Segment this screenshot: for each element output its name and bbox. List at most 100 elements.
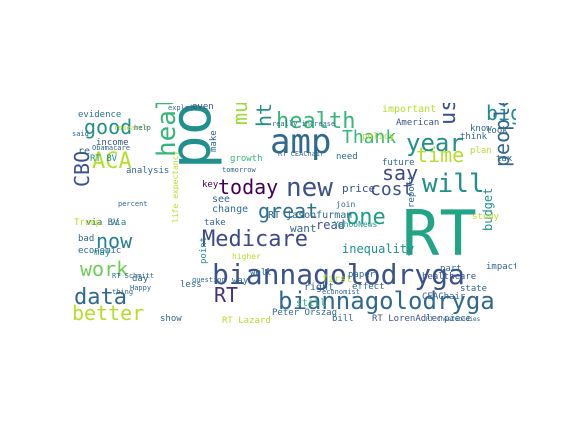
cloud-word: want xyxy=(290,222,317,235)
cloud-word: key xyxy=(202,180,219,190)
cloud-word: us xyxy=(436,103,461,125)
cloud-word: may xyxy=(94,248,111,258)
cloud-word: policy xyxy=(362,132,395,142)
cloud-word: via BV xyxy=(86,218,119,228)
cloud-word: impact xyxy=(486,262,516,272)
cloud-word: report xyxy=(407,175,417,208)
cloud-word: better xyxy=(72,301,145,325)
cloud-word: good xyxy=(84,115,133,139)
cloud-word: look xyxy=(486,126,508,136)
cloud-word: first xyxy=(322,274,353,285)
cloud-word: still xyxy=(296,298,327,309)
cloud-word: Thank xyxy=(342,127,397,148)
cloud-word: paper xyxy=(348,270,376,280)
cloud-word: big xyxy=(486,103,516,125)
cloud-word: RT CEAChair xyxy=(278,150,325,158)
cloud-word: time xyxy=(416,143,465,167)
cloud-word: join xyxy=(336,200,356,209)
cloud-word: right xyxy=(304,282,335,293)
cloud-word: today xyxy=(218,175,279,199)
cloud-word: Happy xyxy=(130,284,152,292)
cloud-word: even xyxy=(192,103,214,112)
cloud-word: biannagolodryga xyxy=(212,258,465,291)
cloud-word: RT xyxy=(402,197,477,270)
cloud-word: year xyxy=(406,129,464,157)
cloud-word: economist xyxy=(322,288,360,296)
cloud-word: RT xyxy=(214,283,239,307)
cloud-word: biannagolodryga xyxy=(278,287,495,315)
cloud-word: income xyxy=(96,138,129,148)
cloud-word: research xyxy=(114,124,148,132)
cloud-word: Peter Orszag xyxy=(272,308,338,318)
cloud-word: less xyxy=(180,280,202,290)
cloud-word: change xyxy=(212,204,249,215)
cloud-word: way xyxy=(232,276,249,286)
cloud-word: bad xyxy=(78,234,95,244)
cloud-word: YahooNews xyxy=(334,220,378,229)
cloud-word: tomorrow xyxy=(222,166,256,174)
cloud-word: effect xyxy=(352,282,385,292)
cloud-word: analysis xyxy=(126,166,170,176)
cloud-word: via xyxy=(110,218,127,228)
cloud-word: make xyxy=(209,130,219,152)
cloud-word: take xyxy=(204,218,226,228)
cloud-word: future xyxy=(382,158,415,168)
cloud-word: life expectancy xyxy=(171,150,180,223)
cloud-word: RT CheafGoodies xyxy=(426,316,481,323)
cloud-word: percent xyxy=(118,200,148,208)
cloud-word: https xyxy=(252,103,276,127)
cloud-word: RT LorenAdler xyxy=(372,314,443,324)
cloud-word: RT Lazard xyxy=(222,316,271,326)
cloud-word: day xyxy=(132,274,149,284)
cloud-word: growth xyxy=(230,154,263,164)
cloud-word: new xyxy=(286,173,333,203)
cloud-word: amp xyxy=(270,122,332,162)
cloud-word: healthcare xyxy=(422,272,477,282)
cloud-word: part xyxy=(440,264,462,274)
cloud-word: cost xyxy=(370,179,414,200)
cloud-word: said xyxy=(72,130,89,138)
cloud-word: ACA xyxy=(92,149,132,174)
cloud-word: read xyxy=(316,218,345,232)
cloud-word: say xyxy=(382,161,419,185)
cloud-word: tax xyxy=(496,154,513,164)
cloud-word: health xyxy=(276,109,356,134)
cloud-word: plan xyxy=(470,146,492,156)
cloud-word: important xyxy=(382,104,437,115)
cloud-word: well xyxy=(250,268,272,278)
cloud-word: budget xyxy=(481,187,495,231)
cloud-word: economic xyxy=(78,246,122,256)
cloud-word: Medicare xyxy=(202,227,308,252)
cloud-word: much xyxy=(228,103,252,125)
cloud-word: higher xyxy=(232,252,261,261)
cloud-word: need xyxy=(336,152,358,162)
cloud-word: one xyxy=(346,205,386,230)
cloud-word: RT BV xyxy=(90,154,118,164)
cloud-word: Trump xyxy=(74,218,102,228)
cloud-word: help xyxy=(134,124,151,132)
cloud-word: show xyxy=(160,314,182,324)
cloud-word: point xyxy=(199,236,209,264)
cloud-word: see xyxy=(212,194,231,205)
cloud-word: RT jasonfurman xyxy=(268,210,353,221)
cloud-word: price xyxy=(342,182,376,195)
cloud-word: evidence xyxy=(78,110,122,120)
cloud-word: really increase xyxy=(272,120,336,128)
cloud-word: piece xyxy=(444,314,472,324)
cloud-word: study xyxy=(472,212,500,222)
cloud-word: work xyxy=(80,257,129,281)
cloud-word: thing xyxy=(112,288,134,296)
cloud-word: bill xyxy=(332,314,354,324)
cloud-word: know xyxy=(470,124,492,134)
cloud-word: great xyxy=(258,199,319,223)
cloud-word: think xyxy=(460,132,488,142)
word-cloud: porszagRTbiannagolodrygabiannagolodrygaa… xyxy=(72,103,516,330)
cloud-word: American xyxy=(396,118,440,128)
cloud-word: RT Schmitt xyxy=(112,272,155,280)
cloud-word: Obamacare xyxy=(92,144,130,152)
cloud-word: question xyxy=(192,276,226,284)
cloud-word: CEAChair xyxy=(422,292,466,302)
cloud-word: will xyxy=(422,169,485,199)
cloud-word: state xyxy=(460,284,488,294)
cloud-word: now xyxy=(96,229,133,253)
